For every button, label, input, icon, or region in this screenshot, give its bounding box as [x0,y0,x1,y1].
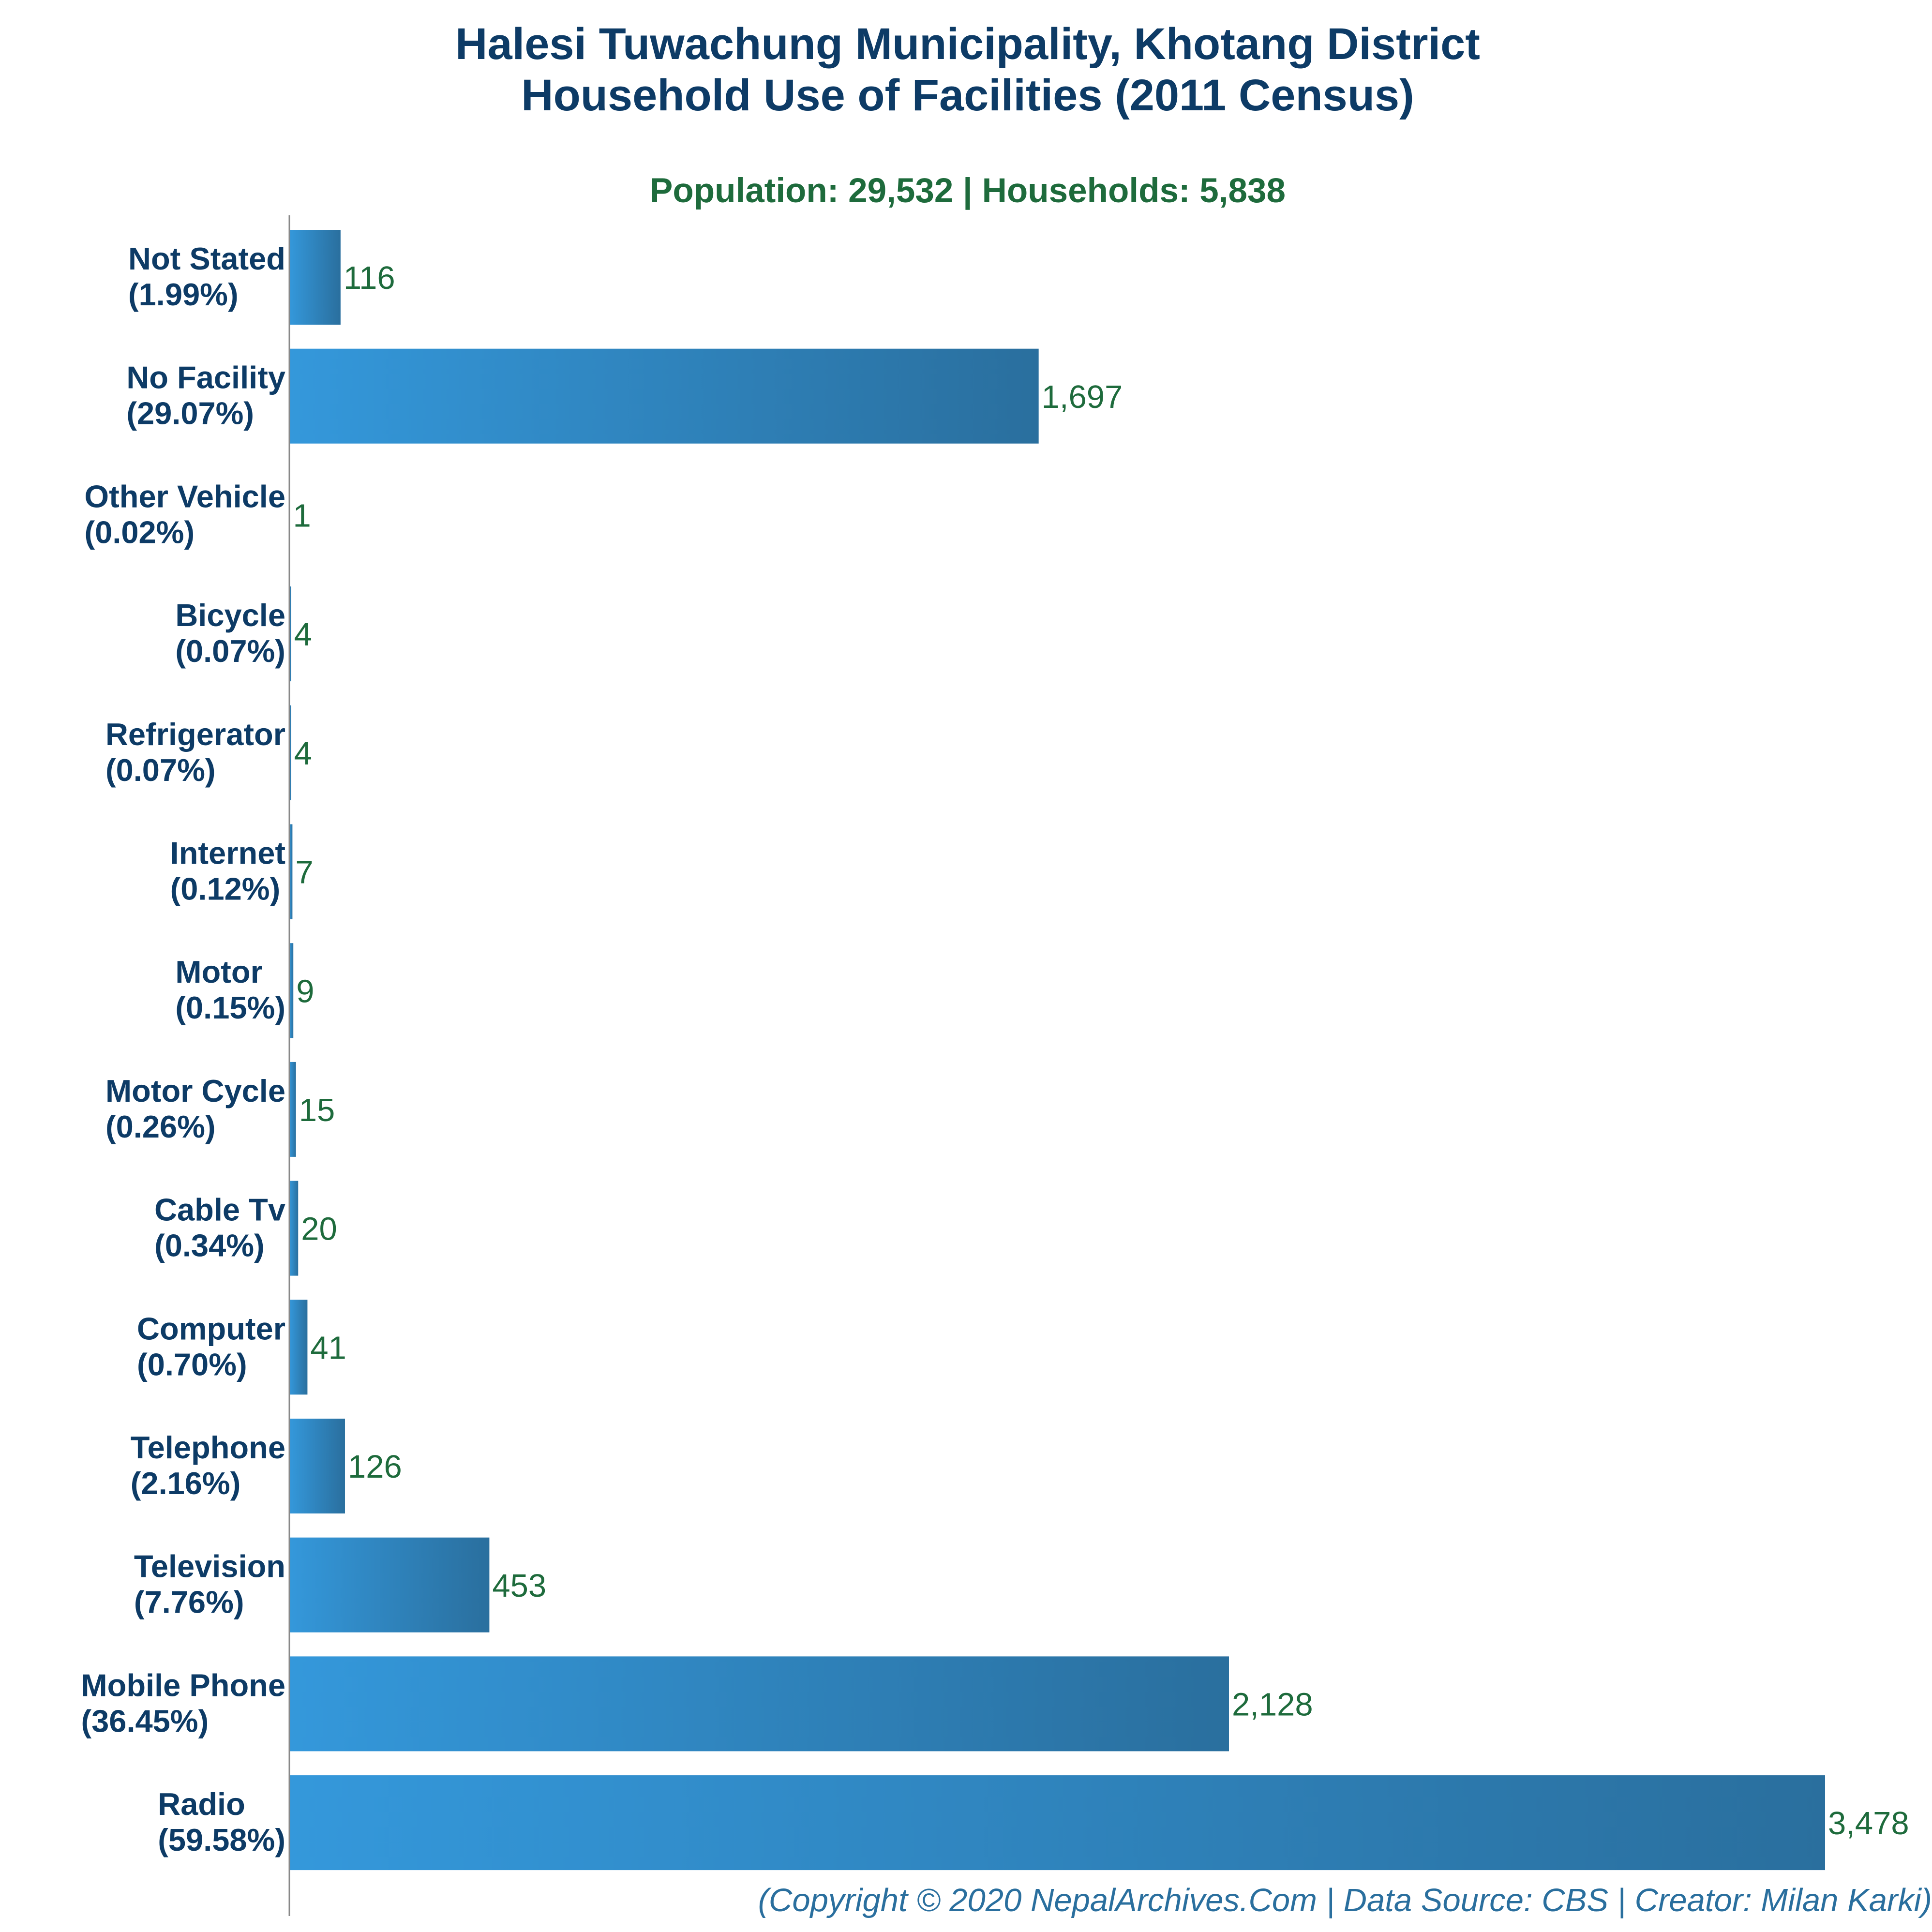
category-percent: (0.12%) [170,871,281,907]
category-label-no-facility: No Facility (29.07%) [126,360,285,431]
bars-layer [289,230,1825,1871]
category-name: Mobile Phone [81,1667,286,1703]
category-name: No Facility [126,360,285,395]
category-percent: (2.16%) [131,1466,241,1501]
category-name: Motor Cycle [105,1073,285,1108]
category-percent: (0.07%) [105,752,216,788]
category-name: Cable Tv [154,1192,285,1228]
value-label-refrigerator: 4 [294,735,312,772]
category-name: Internet [170,836,285,871]
category-label-computer: Computer (0.70%) [137,1311,285,1382]
category-label-television: Television (7.76%) [134,1549,285,1620]
value-label-computer: 41 [310,1330,346,1366]
bar-motor-cycle [289,1062,296,1157]
value-label-bicycle: 4 [294,616,312,653]
value-label-television: 453 [492,1568,546,1604]
category-label-telephone: Telephone (2.16%) [131,1430,285,1501]
category-percent: (0.34%) [154,1228,265,1263]
category-labels-layer: Not Stated (1.99%) No Facility (29.07%) Othe… [81,241,286,1857]
bar-refrigerator [289,705,291,800]
chart-title-line-1: Halesi Tuwachung Municipality, Khotang D… [455,19,1480,69]
category-name: Bicycle [175,598,285,633]
bar-not-stated [289,230,341,325]
bar-telephone [289,1419,345,1513]
chart-subtitle: Population: 29,532 | Households: 5,838 [650,172,1286,210]
category-name: Other Vehicle [85,479,285,514]
category-name: Computer [137,1311,285,1346]
value-label-motor: 9 [296,973,314,1009]
category-percent: (36.45%) [81,1703,209,1738]
category-percent: (0.70%) [137,1347,247,1382]
category-name: Motor [175,954,263,989]
category-percent: (0.15%) [175,990,285,1025]
bar-mobile-phone [289,1656,1229,1752]
value-label-mobile-phone: 2,128 [1232,1687,1313,1723]
bar-no-facility [289,348,1039,444]
category-label-motor: Motor (0.15%) [175,954,285,1025]
category-percent: (29.07%) [126,396,254,431]
value-label-radio: 3,478 [1828,1805,1909,1842]
chart-footer: (Copyright © 2020 NepalArchives.Com | Da… [758,1882,1932,1919]
category-name: Radio [158,1786,245,1822]
chart-title-line-2: Household Use of Facilities (2011 Census… [521,71,1414,120]
category-name: Telephone [131,1430,285,1465]
category-percent: (0.02%) [85,514,195,550]
category-percent: (0.26%) [105,1109,216,1144]
value-label-cable-tv: 20 [301,1211,337,1247]
value-label-internet: 7 [295,854,313,891]
bar-computer [289,1300,308,1395]
value-label-telephone: 126 [348,1449,402,1485]
category-percent: (0.07%) [175,633,285,669]
value-label-other-vehicle: 1 [293,498,311,534]
bar-internet [289,824,293,919]
bar-motor [289,943,294,1038]
category-label-not-stated: Not Stated (1.99%) [128,241,285,312]
category-name: Not Stated [128,241,285,276]
value-label-not-stated: 116 [344,260,395,296]
value-label-motor-cycle: 15 [299,1092,335,1128]
category-label-refrigerator: Refrigerator (0.07%) [105,717,285,788]
category-percent: (59.58%) [158,1822,285,1857]
category-label-motor-cycle: Motor Cycle (0.26%) [105,1073,285,1144]
bar-radio [289,1775,1825,1871]
bar-cable-tv [289,1181,299,1276]
category-label-cable-tv: Cable Tv (0.34%) [154,1192,285,1263]
category-label-mobile-phone: Mobile Phone (36.45%) [81,1667,286,1738]
category-label-internet: Internet (0.12%) [170,836,285,907]
category-label-bicycle: Bicycle (0.07%) [175,598,285,669]
category-label-radio: Radio (59.58%) [158,1786,285,1857]
value-labels-layer: 116 1,697 1 4 4 7 9 15 20 41 126 453 2,128 3,478 [293,260,1909,1842]
category-percent: (7.76%) [134,1585,244,1620]
value-label-no-facility: 1,697 [1042,379,1123,415]
category-name: Refrigerator [105,717,285,752]
bar-bicycle [289,586,291,682]
category-label-other-vehicle: Other Vehicle (0.02%) [85,479,285,550]
category-percent: (1.99%) [128,277,239,312]
category-name: Television [134,1549,285,1584]
bar-television [289,1537,490,1632]
